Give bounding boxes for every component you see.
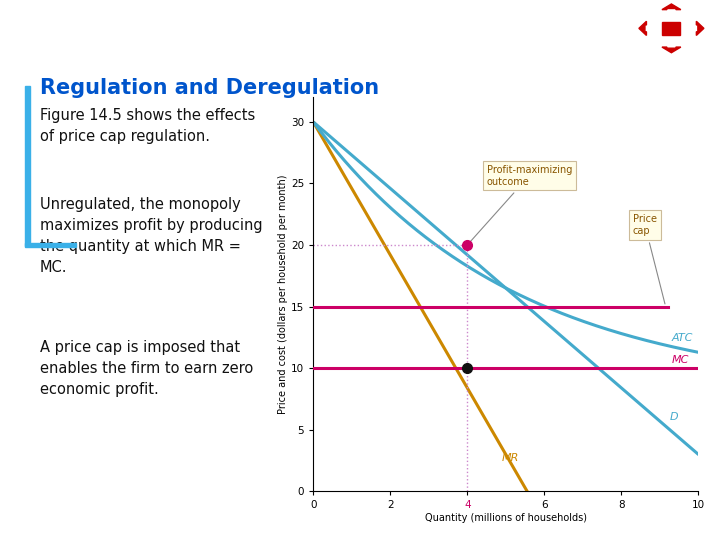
FancyArrow shape — [639, 21, 647, 36]
X-axis label: Quantity (millions of households): Quantity (millions of households) — [425, 513, 587, 523]
Text: MC: MC — [672, 355, 689, 365]
Text: Profit-maximizing
outcome: Profit-maximizing outcome — [469, 165, 572, 243]
Text: Price
cap: Price cap — [633, 214, 665, 304]
FancyArrow shape — [662, 4, 681, 10]
Text: A price cap is imposed that
enables the firm to earn zero
economic profit.: A price cap is imposed that enables the … — [40, 340, 253, 397]
Text: Regulation and Deregulation: Regulation and Deregulation — [40, 78, 379, 98]
Text: Unregulated, the monopoly
maximizes profit by producing
the quantity at which MR: Unregulated, the monopoly maximizes prof… — [40, 197, 262, 275]
FancyArrow shape — [662, 47, 681, 53]
FancyArrow shape — [696, 21, 704, 36]
Text: D: D — [670, 411, 678, 422]
Text: MR: MR — [502, 454, 519, 463]
Y-axis label: Price and cost (dollars per household per month): Price and cost (dollars per household pe… — [278, 174, 288, 414]
Text: ATC: ATC — [672, 333, 693, 343]
Bar — [662, 22, 680, 35]
Text: Figure 14.5 shows the effects
of price cap regulation.: Figure 14.5 shows the effects of price c… — [40, 108, 255, 144]
